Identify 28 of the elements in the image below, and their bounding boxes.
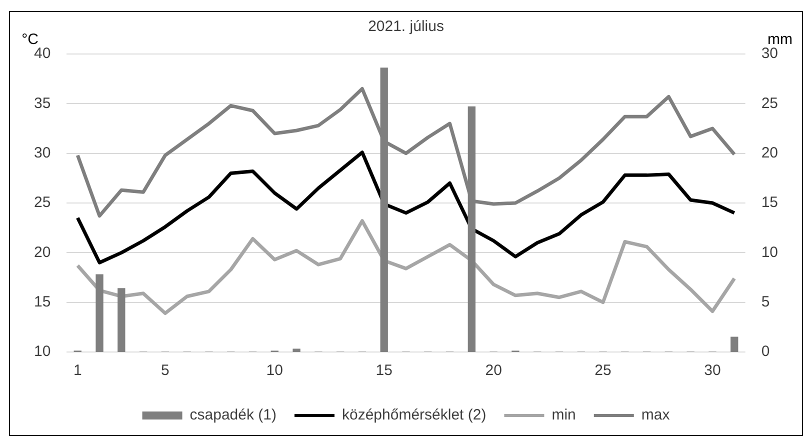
y2-tick-label: 20 xyxy=(761,144,778,162)
y-tick-label: 20 xyxy=(34,244,51,261)
y-tick-label: 30 xyxy=(34,144,51,162)
y2-tick-label: 25 xyxy=(761,94,778,112)
bar xyxy=(118,288,126,352)
bar xyxy=(96,274,104,352)
legend-label: max xyxy=(641,406,670,424)
y-tick-label: 25 xyxy=(34,194,51,212)
chart-title: 2021. július xyxy=(368,18,444,36)
y-tick-label: 15 xyxy=(34,293,51,310)
legend-label: középhőmérséklet (2) xyxy=(342,406,486,424)
y2-tick-label: 15 xyxy=(761,194,778,212)
x-tick-label: 5 xyxy=(161,362,170,380)
y-tick-label: 35 xyxy=(34,94,51,112)
y2-tick-label: 0 xyxy=(761,343,770,360)
x-tick-label: 10 xyxy=(266,362,283,380)
y2-tick-label: 10 xyxy=(761,244,778,261)
y2-tick-label: 5 xyxy=(761,293,770,310)
legend-label: csapadék (1) xyxy=(190,406,276,424)
bar xyxy=(730,336,738,352)
legend-label: min xyxy=(552,406,576,424)
x-tick-label: 30 xyxy=(704,362,721,380)
x-tick-label: 25 xyxy=(594,362,612,380)
x-tick-label: 1 xyxy=(73,362,82,380)
y-tick-label: 10 xyxy=(34,343,51,360)
bar xyxy=(292,348,300,352)
x-tick-label: 15 xyxy=(376,362,392,380)
x-tick-label: 20 xyxy=(485,362,502,380)
